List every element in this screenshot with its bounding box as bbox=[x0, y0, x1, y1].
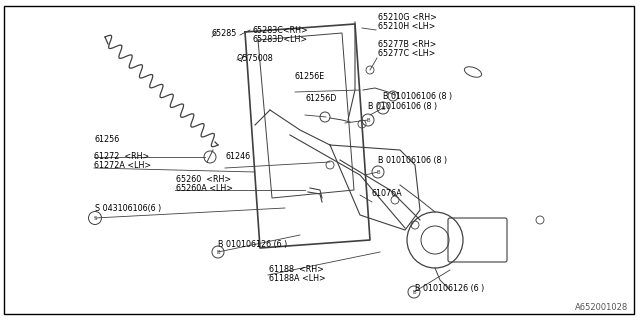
Text: 61256D: 61256D bbox=[305, 94, 337, 103]
Text: S 043106106(6 ): S 043106106(6 ) bbox=[95, 204, 161, 213]
Text: 61188A <LH>: 61188A <LH> bbox=[269, 274, 326, 283]
Text: B: B bbox=[376, 170, 380, 174]
Text: B: B bbox=[412, 290, 416, 294]
Text: B: B bbox=[216, 250, 220, 254]
Text: 65285: 65285 bbox=[211, 29, 237, 38]
Text: 65283D<LH>: 65283D<LH> bbox=[253, 35, 308, 44]
Text: 65260A <LH>: 65260A <LH> bbox=[176, 184, 233, 193]
Text: 65260  <RH>: 65260 <RH> bbox=[176, 175, 231, 184]
Text: Q575008: Q575008 bbox=[237, 54, 273, 63]
Text: S: S bbox=[93, 215, 97, 220]
Text: 65277C <LH>: 65277C <LH> bbox=[378, 49, 435, 58]
Text: 61076A: 61076A bbox=[371, 189, 402, 198]
Text: 61256: 61256 bbox=[94, 135, 119, 144]
Text: 61256E: 61256E bbox=[294, 72, 324, 81]
Text: 61188  <RH>: 61188 <RH> bbox=[269, 265, 324, 274]
Text: B: B bbox=[366, 117, 370, 123]
Text: B: B bbox=[381, 106, 385, 110]
Text: A652001028: A652001028 bbox=[575, 303, 628, 312]
Text: 61246: 61246 bbox=[225, 152, 250, 161]
Text: 61272  <RH>: 61272 <RH> bbox=[94, 152, 149, 161]
Text: 61272A <LH>: 61272A <LH> bbox=[94, 161, 151, 170]
Text: 65210H <LH>: 65210H <LH> bbox=[378, 22, 435, 31]
Text: B 010106106 (8 ): B 010106106 (8 ) bbox=[383, 92, 452, 100]
Text: B 010106106 (8 ): B 010106106 (8 ) bbox=[368, 102, 437, 111]
Text: B 010106126 (6 ): B 010106126 (6 ) bbox=[218, 240, 287, 249]
Text: 65283C<RH>: 65283C<RH> bbox=[253, 26, 308, 35]
Text: B 010106126 (6 ): B 010106126 (6 ) bbox=[415, 284, 484, 293]
Text: B 010106106 (8 ): B 010106106 (8 ) bbox=[378, 156, 447, 164]
Text: 65277B <RH>: 65277B <RH> bbox=[378, 40, 436, 49]
Text: 65210G <RH>: 65210G <RH> bbox=[378, 13, 436, 22]
